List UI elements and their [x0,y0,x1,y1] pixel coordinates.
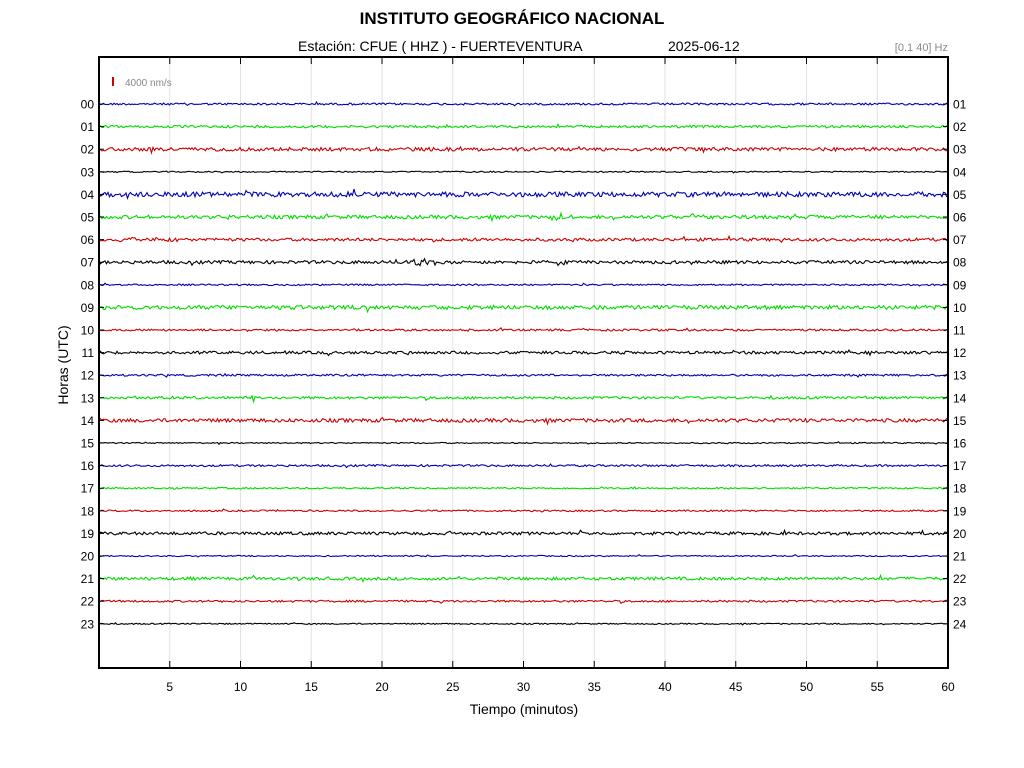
hour-label-left-18: 18 [81,504,95,518]
x-tick-label-10: 10 [234,680,248,694]
trace-hour-15 [98,440,949,446]
chart-subtitle: Estación: CFUE ( HHZ ) - FUERTEVENTURA 2… [298,38,740,54]
hour-label-left-07: 07 [81,256,95,270]
hour-label-left-03: 03 [81,165,95,179]
hour-label-right-13: 13 [953,369,967,383]
trace-hour-08 [98,282,949,287]
hour-label-left-08: 08 [81,278,95,292]
hour-label-left-21: 21 [81,572,95,586]
trace-hour-01 [98,122,949,130]
hour-label-right-04: 04 [953,165,967,179]
x-tick-label-15: 15 [305,680,319,694]
hour-label-right-06: 06 [953,211,967,225]
filter-band-label: [0.1 40] Hz [894,42,948,54]
hour-label-right-19: 19 [953,504,967,518]
trace-hour-14 [98,415,949,426]
trace-hour-03 [98,170,949,174]
trace-hour-11 [98,349,949,357]
x-tick-label-5: 5 [166,680,173,694]
hour-label-right-05: 05 [953,188,967,202]
hour-label-right-24: 24 [953,617,967,631]
hour-label-left-05: 05 [81,211,95,225]
trace-hour-00 [98,100,949,107]
hour-label-right-22: 22 [953,572,967,586]
hour-label-left-19: 19 [81,527,95,541]
trace-hour-07 [98,257,949,267]
trace-hour-23 [98,622,949,626]
x-tick-label-25: 25 [446,680,460,694]
hour-label-left-01: 01 [81,120,95,134]
x-tick-label-30: 30 [517,680,531,694]
x-tick-label-20: 20 [375,680,389,694]
trace-hour-17 [98,485,949,490]
axis-labels: 5 10 15 20 25 30 35 40 45 50 55 60 00 01 01 02 02 03 03 04 0… [81,98,967,695]
hour-label-left-00: 00 [81,98,95,112]
hour-label-left-09: 09 [81,301,95,315]
hour-label-right-02: 02 [953,120,967,134]
hour-label-right-09: 09 [953,278,967,292]
hour-label-right-21: 21 [953,550,967,564]
hour-label-right-17: 17 [953,459,967,473]
trace-hour-18 [98,508,949,513]
x-tick-label-35: 35 [588,680,602,694]
hour-label-right-14: 14 [953,391,967,405]
x-tick-label-55: 55 [871,680,885,694]
trace-hour-22 [98,599,949,605]
hour-label-left-15: 15 [81,437,95,451]
trace-hour-13 [98,394,949,404]
hour-label-left-20: 20 [81,550,95,564]
hour-label-left-22: 22 [81,595,95,609]
trace-hour-16 [98,463,949,469]
hour-label-left-11: 11 [82,346,95,360]
hour-label-right-07: 07 [953,233,967,247]
hour-label-left-16: 16 [81,459,95,473]
x-tick-label-60: 60 [941,680,955,694]
hour-label-left-14: 14 [81,414,95,428]
hour-label-right-18: 18 [953,482,967,496]
x-tick-label-40: 40 [658,680,672,694]
trace-hour-21 [98,573,949,584]
y-axis-label: Horas (UTC) [55,325,71,404]
grid-lines [169,57,878,668]
trace-hour-05 [98,211,949,223]
trace-hour-04 [98,188,949,201]
hour-label-right-11: 11 [953,324,966,338]
chart-title: INSTITUTO GEOGRÁFICO NACIONAL [359,9,665,28]
x-tick-label-50: 50 [800,680,814,694]
hour-label-right-10: 10 [953,301,967,315]
trace-hour-10 [98,326,949,333]
hour-label-left-17: 17 [81,482,95,496]
trace-hour-19 [98,528,949,537]
trace-hour-09 [98,304,949,314]
hour-label-right-03: 03 [953,143,967,157]
trace-hour-02 [98,145,949,155]
trace-hour-06 [98,234,949,244]
scale-label: 4000 nm/s [125,78,172,89]
trace-hour-20 [98,554,949,558]
hour-label-right-01: 01 [953,98,967,112]
hour-label-left-10: 10 [81,324,95,338]
x-tick-label-45: 45 [729,680,743,694]
hour-label-right-20: 20 [953,527,967,541]
hour-label-right-15: 15 [953,414,967,428]
hour-label-right-16: 16 [953,437,967,451]
hour-label-right-12: 12 [953,346,967,360]
hour-label-left-02: 02 [81,143,95,157]
station-label: Estación: CFUE ( HHZ ) - FUERTEVENTURA [298,38,583,54]
seismic-traces [98,100,949,626]
hour-label-left-12: 12 [81,369,95,383]
hour-label-right-08: 08 [953,256,967,270]
hour-label-left-13: 13 [81,391,95,405]
hour-label-left-06: 06 [81,233,95,247]
scale-bar [112,77,114,86]
axis-ticks [99,57,949,668]
x-axis-label: Tiempo (minutos) [470,701,578,717]
trace-hour-12 [98,372,949,378]
chart-date: 2025-06-12 [668,38,740,54]
hour-label-left-23: 23 [81,617,95,631]
hour-label-right-23: 23 [953,595,967,609]
scale-indicator: 4000 nm/s [112,77,172,89]
hour-label-left-04: 04 [81,188,95,202]
